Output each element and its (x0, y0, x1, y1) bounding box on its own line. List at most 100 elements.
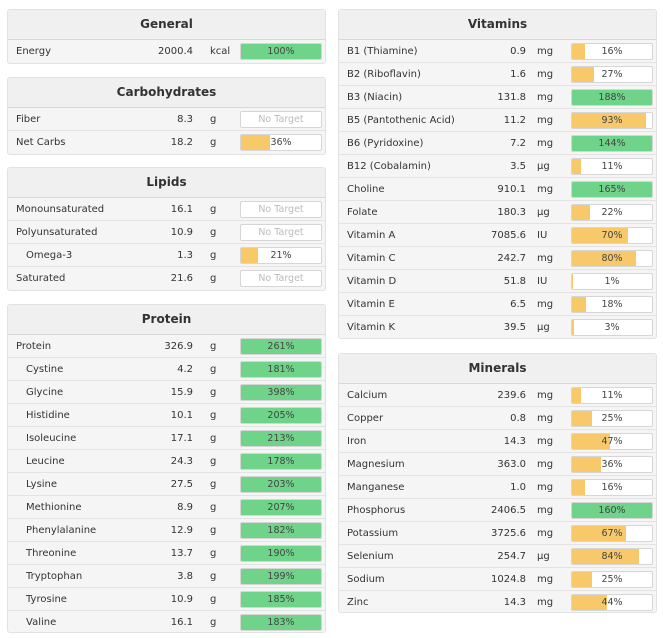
progress-fill (241, 477, 321, 492)
nutrient-unit: mg (537, 115, 554, 126)
nutrient-amount: 16.1 (170, 204, 193, 215)
progress-percent: 203% (267, 479, 295, 490)
nutrient-unit: g (210, 594, 217, 605)
nutrient-amount: 0.9 (510, 46, 526, 57)
nutrient-row: Zinc 14.3 mg 44% (339, 591, 656, 614)
progress-percent: 188% (598, 92, 626, 103)
nutrient-row: Net Carbs 18.2 g 36% (8, 131, 325, 154)
nutrient-amount: 24.3 (170, 456, 193, 467)
nutrient-row: Copper 0.8 mg 25% (339, 407, 656, 430)
nutrient-amount: 10.1 (170, 410, 193, 421)
target-progress-bar: 70% (571, 227, 653, 244)
target-progress-bar: 18% (571, 296, 653, 313)
nutrient-row: Manganese 1.0 mg 16% (339, 476, 656, 499)
nutrient-name: B5 (Pantothenic Acid) (347, 115, 455, 126)
progress-percent: 199% (267, 571, 295, 582)
target-progress-bar: 80% (571, 250, 653, 267)
nutrient-unit: g (210, 479, 217, 490)
target-progress-bar: 16% (571, 43, 653, 60)
nutrient-name: Potassium (347, 528, 399, 539)
target-progress-bar: 3% (571, 319, 653, 336)
nutrient-amount: 14.3 (503, 436, 526, 447)
nutrient-row: B2 (Riboflavin) 1.6 mg 27% (339, 63, 656, 86)
target-progress-bar: 160% (571, 502, 653, 519)
progress-percent: No Target (258, 273, 304, 284)
progress-fill (572, 113, 647, 128)
nutrient-name: Phenylalanine (26, 525, 97, 536)
target-progress-bar: 100% (240, 43, 322, 60)
nutrient-amount: 8.9 (177, 502, 193, 513)
nutrient-unit: g (210, 273, 217, 284)
minerals-panel-title: Minerals (339, 354, 656, 384)
progress-percent: 36% (601, 459, 623, 470)
nutrient-unit: g (210, 227, 217, 238)
nutrient-row: Cystine 4.2 g 181% (8, 358, 325, 381)
target-progress-bar: No Target (240, 224, 322, 241)
target-progress-bar: 182% (240, 522, 322, 539)
progress-percent: 213% (267, 433, 295, 444)
target-progress-bar: 47% (571, 433, 653, 450)
nutrient-row: Choline 910.1 mg 165% (339, 178, 656, 201)
nutrient-unit: g (210, 548, 217, 559)
progress-percent: 93% (601, 115, 623, 126)
nutrient-name: Leucine (26, 456, 65, 467)
nutrient-row: Energy 2000.4 kcal 100% (8, 40, 325, 63)
nutrient-row: Fiber 8.3 g No Target (8, 108, 325, 131)
progress-percent: 185% (267, 594, 295, 605)
nutrient-row: Folate 180.3 µg 22% (339, 201, 656, 224)
general-panel-title: General (8, 10, 325, 40)
nutrient-unit: IU (537, 276, 548, 287)
nutrient-name: Selenium (347, 551, 394, 562)
target-progress-bar: 207% (240, 499, 322, 516)
nutrient-unit: mg (537, 46, 554, 57)
nutrient-row: Threonine 13.7 g 190% (8, 542, 325, 565)
nutrient-unit: µg (537, 551, 550, 562)
target-progress-bar: 188% (571, 89, 653, 106)
target-progress-bar: 261% (240, 338, 322, 355)
progress-percent: 18% (601, 299, 623, 310)
nutrient-row: Vitamin C 242.7 mg 80% (339, 247, 656, 270)
target-progress-bar: 21% (240, 247, 322, 264)
progress-fill (241, 546, 321, 561)
progress-fill (572, 90, 652, 105)
nutrient-row: Vitamin K 39.5 µg 3% (339, 316, 656, 339)
target-progress-bar: 185% (240, 591, 322, 608)
target-progress-bar: No Target (240, 201, 322, 218)
progress-percent: 190% (267, 548, 295, 559)
nutrient-amount: 180.3 (497, 207, 526, 218)
nutrient-unit: g (210, 387, 217, 398)
nutrient-amount: 11.2 (503, 115, 526, 126)
nutrient-name: Phosphorus (347, 505, 406, 516)
nutrient-row: Vitamin D 51.8 IU 1% (339, 270, 656, 293)
nutrient-unit: mg (537, 69, 554, 80)
nutrient-amount: 12.9 (170, 525, 193, 536)
progress-fill (572, 228, 628, 243)
progress-percent: 178% (267, 456, 295, 467)
progress-fill (241, 569, 321, 584)
target-progress-bar: 36% (571, 456, 653, 473)
nutrient-name: Cystine (26, 364, 64, 375)
nutrient-name: Omega-3 (26, 250, 73, 261)
nutrient-name: Tyrosine (26, 594, 67, 605)
progress-percent: 27% (601, 69, 623, 80)
target-progress-bar: 67% (571, 525, 653, 542)
nutrient-name: Fiber (16, 114, 41, 125)
progress-fill (241, 362, 321, 377)
nutrient-row: B1 (Thiamine) 0.9 mg 16% (339, 40, 656, 63)
progress-fill (572, 572, 592, 587)
nutrient-amount: 131.8 (497, 92, 526, 103)
nutrient-unit: mg (537, 574, 554, 585)
target-progress-bar: 25% (571, 410, 653, 427)
progress-percent: 84% (601, 551, 623, 562)
nutrient-unit: g (210, 341, 217, 352)
target-progress-bar: 44% (571, 594, 653, 611)
nutrient-row: Vitamin E 6.5 mg 18% (339, 293, 656, 316)
target-progress-bar: 213% (240, 430, 322, 447)
progress-percent: 25% (601, 574, 623, 585)
target-progress-bar: 199% (240, 568, 322, 585)
progress-percent: 160% (598, 505, 626, 516)
nutrient-name: Vitamin A (347, 230, 396, 241)
target-progress-bar: 203% (240, 476, 322, 493)
nutrient-row: Iron 14.3 mg 47% (339, 430, 656, 453)
nutrient-name: Manganese (347, 482, 405, 493)
